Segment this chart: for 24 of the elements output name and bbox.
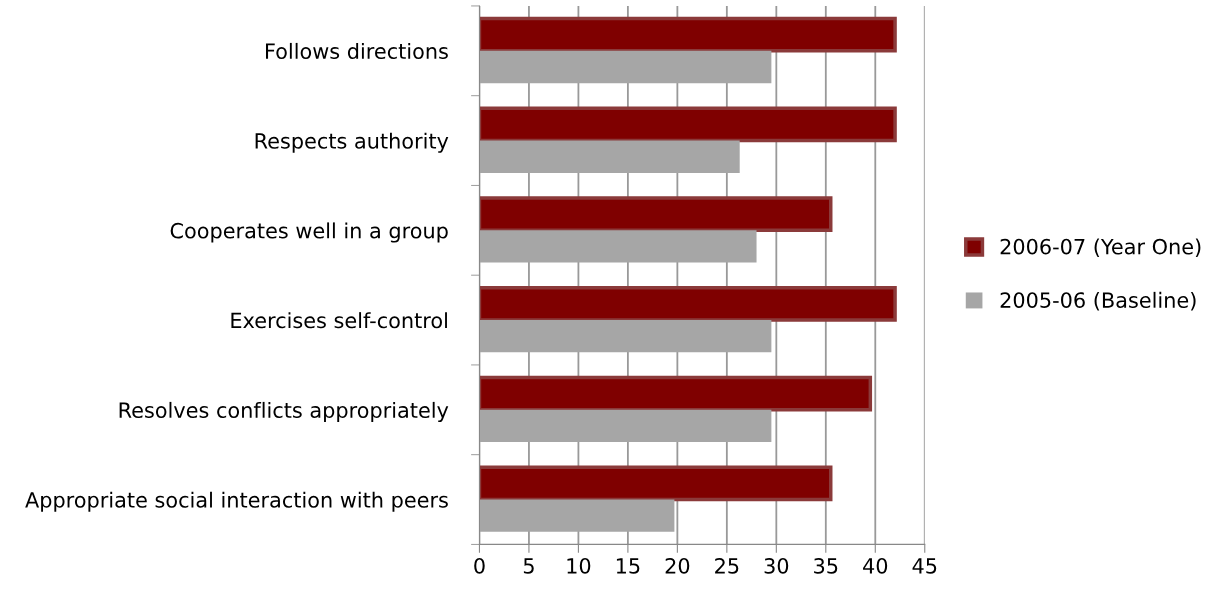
y-tick-label: Follows directions — [266, 42, 448, 60]
bar — [479, 320, 772, 353]
x-tick-label: 30 — [764, 557, 789, 574]
bar — [479, 230, 757, 263]
y-tick-label: Exercises self-control — [231, 312, 447, 329]
bar — [479, 499, 675, 532]
y-tick-label: Cooperates well in a group — [170, 222, 448, 243]
x-tick-label: 0 — [474, 557, 485, 574]
y-tick-label: Respects authority — [255, 132, 449, 153]
legend-label: 2006-07 (Year One) — [1000, 238, 1201, 257]
x-tick-label: 15 — [616, 558, 640, 574]
x-tick-label: 5 — [523, 558, 534, 574]
x-tick-label: 35 — [814, 557, 838, 574]
bar — [479, 409, 772, 443]
y-tick-label: Appropriate social interaction with peers — [25, 491, 448, 512]
legend-label: 2005-06 (Baseline) — [1000, 291, 1196, 311]
x-tick-label: 10 — [567, 557, 591, 574]
x-tick-label: 20 — [665, 557, 690, 574]
bar — [479, 140, 740, 173]
x-tick-label: 40 — [863, 557, 888, 574]
x-tick-label: 25 — [715, 557, 739, 574]
x-tick-label: 45 — [912, 558, 937, 574]
y-tick-label: Resolves conflicts appropriately — [119, 401, 449, 423]
bar — [479, 50, 772, 84]
